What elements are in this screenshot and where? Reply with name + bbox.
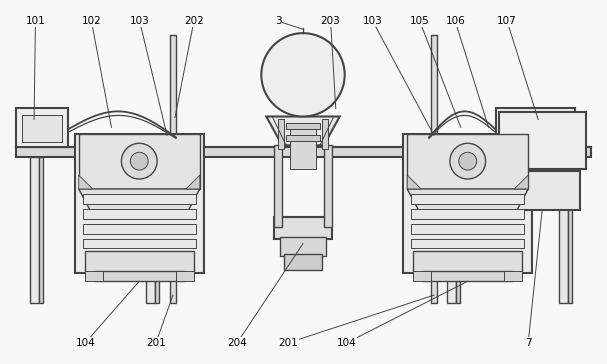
Bar bbox=[504, 271, 522, 281]
Bar bbox=[504, 171, 580, 210]
Bar bbox=[411, 224, 524, 234]
Bar bbox=[413, 252, 522, 273]
Bar bbox=[411, 194, 524, 204]
Bar bbox=[324, 145, 332, 227]
Bar bbox=[16, 147, 591, 157]
Bar bbox=[22, 115, 62, 142]
Bar bbox=[284, 254, 322, 270]
Bar bbox=[280, 237, 326, 256]
Bar bbox=[411, 238, 524, 249]
Circle shape bbox=[459, 152, 476, 170]
Bar bbox=[423, 271, 512, 281]
Bar bbox=[411, 209, 524, 219]
Text: 102: 102 bbox=[81, 16, 101, 26]
Bar bbox=[284, 219, 322, 223]
Polygon shape bbox=[79, 175, 93, 189]
Bar bbox=[83, 224, 196, 234]
Bar bbox=[456, 157, 459, 303]
Circle shape bbox=[450, 143, 486, 179]
Circle shape bbox=[131, 152, 148, 170]
Bar bbox=[403, 134, 532, 273]
Bar bbox=[498, 111, 586, 169]
Bar bbox=[501, 115, 569, 142]
Bar bbox=[83, 209, 196, 219]
Text: 101: 101 bbox=[25, 16, 46, 26]
Bar bbox=[85, 271, 103, 281]
Bar bbox=[278, 119, 284, 149]
Bar bbox=[16, 108, 68, 147]
Bar bbox=[559, 157, 568, 303]
Bar bbox=[75, 134, 204, 273]
Bar bbox=[176, 271, 194, 281]
Text: 104: 104 bbox=[337, 338, 357, 348]
Text: 103: 103 bbox=[363, 16, 382, 26]
Text: 201: 201 bbox=[146, 338, 166, 348]
Bar bbox=[431, 35, 437, 303]
Text: 203: 203 bbox=[320, 16, 341, 26]
Bar bbox=[413, 137, 455, 145]
Bar bbox=[274, 217, 332, 238]
Bar bbox=[95, 271, 184, 281]
Bar bbox=[407, 134, 528, 189]
Polygon shape bbox=[186, 175, 200, 189]
Bar bbox=[286, 123, 320, 130]
Polygon shape bbox=[79, 189, 200, 219]
Text: 3: 3 bbox=[275, 16, 282, 26]
Polygon shape bbox=[266, 116, 340, 145]
Bar bbox=[83, 238, 196, 249]
Bar bbox=[568, 157, 572, 303]
Polygon shape bbox=[407, 189, 528, 219]
Text: 202: 202 bbox=[184, 16, 204, 26]
Bar bbox=[85, 252, 194, 273]
Text: 7: 7 bbox=[525, 338, 532, 348]
Bar bbox=[274, 145, 282, 227]
Bar bbox=[495, 108, 575, 147]
Bar bbox=[146, 157, 155, 303]
Bar bbox=[83, 194, 196, 204]
Bar bbox=[290, 130, 316, 169]
Text: 103: 103 bbox=[130, 16, 149, 26]
Bar bbox=[39, 157, 43, 303]
Text: 201: 201 bbox=[279, 338, 298, 348]
Bar bbox=[155, 157, 159, 303]
Text: 105: 105 bbox=[410, 16, 430, 26]
Bar bbox=[79, 134, 200, 189]
Text: 204: 204 bbox=[228, 338, 247, 348]
Bar bbox=[170, 35, 176, 303]
Text: 107: 107 bbox=[497, 16, 517, 26]
Bar bbox=[413, 271, 431, 281]
Bar bbox=[447, 157, 456, 303]
Text: 106: 106 bbox=[446, 16, 465, 26]
Circle shape bbox=[121, 143, 157, 179]
Text: 104: 104 bbox=[75, 338, 95, 348]
Bar bbox=[322, 119, 328, 149]
Polygon shape bbox=[407, 175, 421, 189]
Bar bbox=[286, 135, 320, 141]
Bar bbox=[152, 137, 194, 145]
Circle shape bbox=[262, 33, 345, 116]
Bar bbox=[30, 157, 39, 303]
Polygon shape bbox=[514, 175, 528, 189]
